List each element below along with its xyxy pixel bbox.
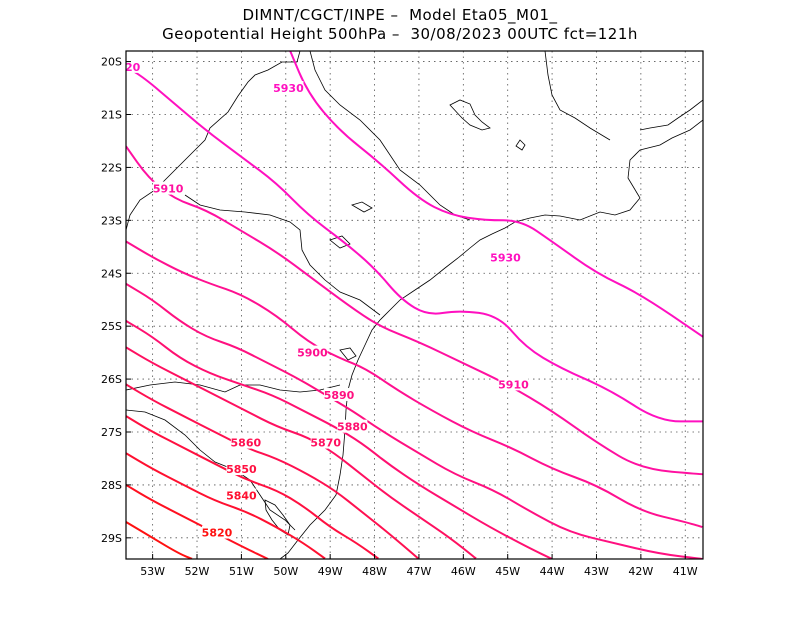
lon-tick-label: 46W — [451, 565, 476, 578]
axis-ticks: 53W 52W 51W 50W 49W 48W 47W 46W 45W 44W 43W 42W 41W 2… — [101, 56, 698, 578]
contour-label-5900: 5900 — [297, 347, 328, 360]
lon-tick-label: 42W — [628, 565, 653, 578]
contour-label-bg — [125, 59, 142, 73]
contour-5840 — [126, 452, 327, 559]
contour-5830 — [126, 484, 269, 559]
contour-label-5820: 5820 — [202, 527, 233, 540]
state-border-rj — [639, 99, 703, 131]
contour-label-bg — [273, 81, 304, 95]
contour-label-5930: 5930 — [490, 251, 521, 264]
lon-tick-label: 49W — [318, 565, 343, 578]
contour-label-bg — [201, 525, 232, 539]
chart-title-line2: Geopotential Height 500hPa – 30/08/2023 … — [162, 25, 638, 43]
bay-guanabara — [515, 139, 526, 151]
lon-tick-label: 52W — [185, 565, 210, 578]
contour-lines — [126, 51, 703, 559]
lon-tick-label: 41W — [673, 565, 698, 578]
lon-tick-label: 50W — [273, 565, 298, 578]
contour-5930 — [126, 66, 703, 423]
bay-paranagua — [329, 235, 351, 249]
contour-label-bg — [297, 345, 328, 359]
contour-5930 — [289, 51, 703, 338]
lon-tick-label: 47W — [407, 565, 432, 578]
contour-5820 — [126, 521, 194, 559]
lat-tick-label: 27S — [101, 426, 122, 439]
contour-label-5930: 20 — [125, 61, 141, 74]
contour-5900 — [126, 240, 703, 529]
lon-tick-label: 45W — [495, 565, 520, 578]
contour-label-5910: 5910 — [153, 183, 184, 196]
reservoir-sp — [351, 201, 373, 213]
contour-5890 — [126, 282, 703, 559]
lat-tick-label: 20S — [101, 56, 122, 69]
chart-title-line1: DIMNT/CGCT/INPE – Model Eta05_M01_ — [242, 6, 558, 24]
contour-label-bg — [230, 435, 261, 449]
lon-tick-label: 53W — [140, 565, 165, 578]
contour-5910 — [126, 145, 703, 476]
lat-tick-label: 25S — [101, 320, 122, 333]
reservoir-mg — [449, 99, 491, 131]
island-sc — [339, 347, 357, 361]
contour-label-5870: 5870 — [310, 437, 341, 450]
lat-tick-label: 23S — [101, 214, 122, 227]
lon-tick-label: 51W — [229, 565, 254, 578]
lon-tick-label: 43W — [584, 565, 609, 578]
contour-label-bg — [226, 462, 257, 476]
contour-label-bg — [337, 419, 368, 433]
lat-tick-label: 29S — [101, 532, 122, 545]
contour-label-bg — [226, 488, 257, 502]
contour-label-bg — [153, 181, 184, 195]
contour-5880 — [126, 320, 553, 559]
state-border-north — [126, 51, 301, 231]
contour-label-bg — [490, 250, 521, 264]
contour-label-5860: 5860 — [231, 437, 262, 450]
contour-label-5930: 5930 — [273, 82, 304, 95]
contour-label-5880: 5880 — [337, 421, 368, 434]
contour-label-bg — [498, 377, 529, 391]
lon-tick-label: 44W — [540, 565, 565, 578]
state-border-rs — [126, 409, 296, 531]
lake-mirim — [264, 499, 291, 536]
state-border-sp — [309, 51, 471, 221]
contour-5870 — [126, 346, 478, 559]
coastline-atlantic — [279, 119, 703, 559]
contour-labels: 5930 5930 20 5910 5910 5900 5890 5880 5870 5860 58… — [125, 59, 529, 540]
contour-5860 — [126, 383, 420, 559]
state-border-sc — [126, 381, 341, 393]
contour-label-5850: 5850 — [226, 463, 257, 476]
contour-label-5840: 5840 — [226, 490, 257, 503]
contour-label-5910: 5910 — [498, 378, 529, 391]
contour-label-bg — [324, 387, 355, 401]
state-border-pr — [184, 194, 381, 316]
contour-5850 — [126, 415, 380, 559]
contour-label-bg — [310, 435, 341, 449]
lat-tick-label: 24S — [101, 267, 122, 280]
state-border-sp-mg — [544, 51, 611, 141]
gridlines — [126, 51, 703, 559]
lat-tick-label: 22S — [101, 161, 122, 174]
lon-tick-label: 48W — [362, 565, 387, 578]
lat-tick-label: 26S — [101, 373, 122, 386]
lat-tick-label: 21S — [101, 109, 122, 122]
lat-tick-label: 28S — [101, 479, 122, 492]
contour-label-5890: 5890 — [324, 389, 355, 402]
plot-frame — [125, 50, 704, 560]
coastline — [126, 51, 703, 559]
